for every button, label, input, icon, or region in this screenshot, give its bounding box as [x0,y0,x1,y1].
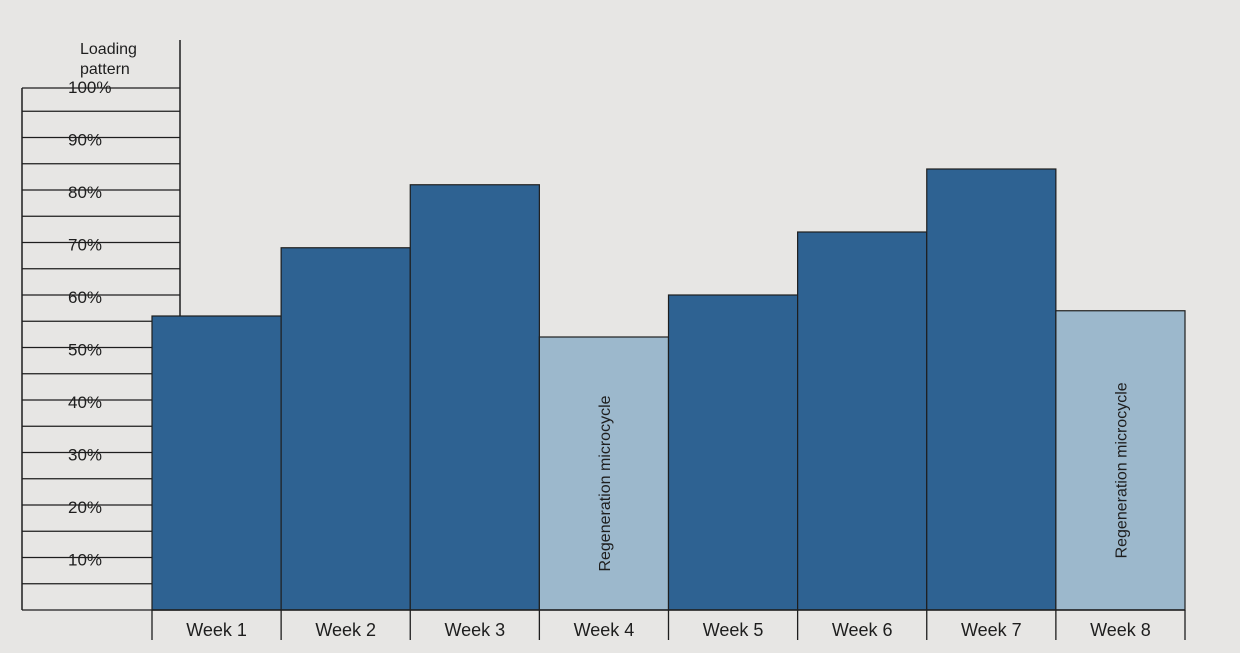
bar-week-5 [667,294,799,611]
week-label: Week 7 [961,620,1022,640]
scale-tick-label: 20% [68,498,102,517]
bar-annotation: Regeneration microcycle [597,395,614,571]
scale-tick-label: 90% [68,131,102,150]
scale-tick-label: 60% [68,288,102,307]
bars: Regeneration microcycle Regeneration micr… [151,168,1186,611]
bar-week-3 [409,184,540,611]
bar-week-4 [538,336,670,611]
scale-tick-label: 70% [68,236,102,255]
week-label: Week 2 [315,620,376,640]
scale-tick-label: 100% [68,78,111,97]
bar-week-7 [926,168,1057,611]
scale-header-label: Loading [80,41,137,58]
week-label: Week 3 [444,620,505,640]
week-label: Week 4 [574,620,635,640]
bar-week-1 [151,315,282,611]
scale-tick-label: 10% [68,551,102,570]
scale-tick-label: 30% [68,446,102,465]
week-label: Week 8 [1090,620,1151,640]
week-label: Week 5 [703,620,764,640]
scale-tick-label: 80% [68,183,102,202]
bar-week-6 [797,231,928,611]
week-axis: Week 1 Week 2 Week 3 Week 4 Week 5 Week 6 Week… [151,609,1186,640]
week-label: Week 1 [186,620,247,640]
bar-week-8 [1055,310,1186,611]
bar-week-2 [280,247,411,611]
week-label: Week 6 [832,620,893,640]
bar-annotation: Regeneration microcycle [1113,382,1130,558]
scale-tick-label: 40% [68,393,102,412]
scale-header-label: pattern [80,61,130,78]
scale-tick-label: 50% [68,341,102,360]
